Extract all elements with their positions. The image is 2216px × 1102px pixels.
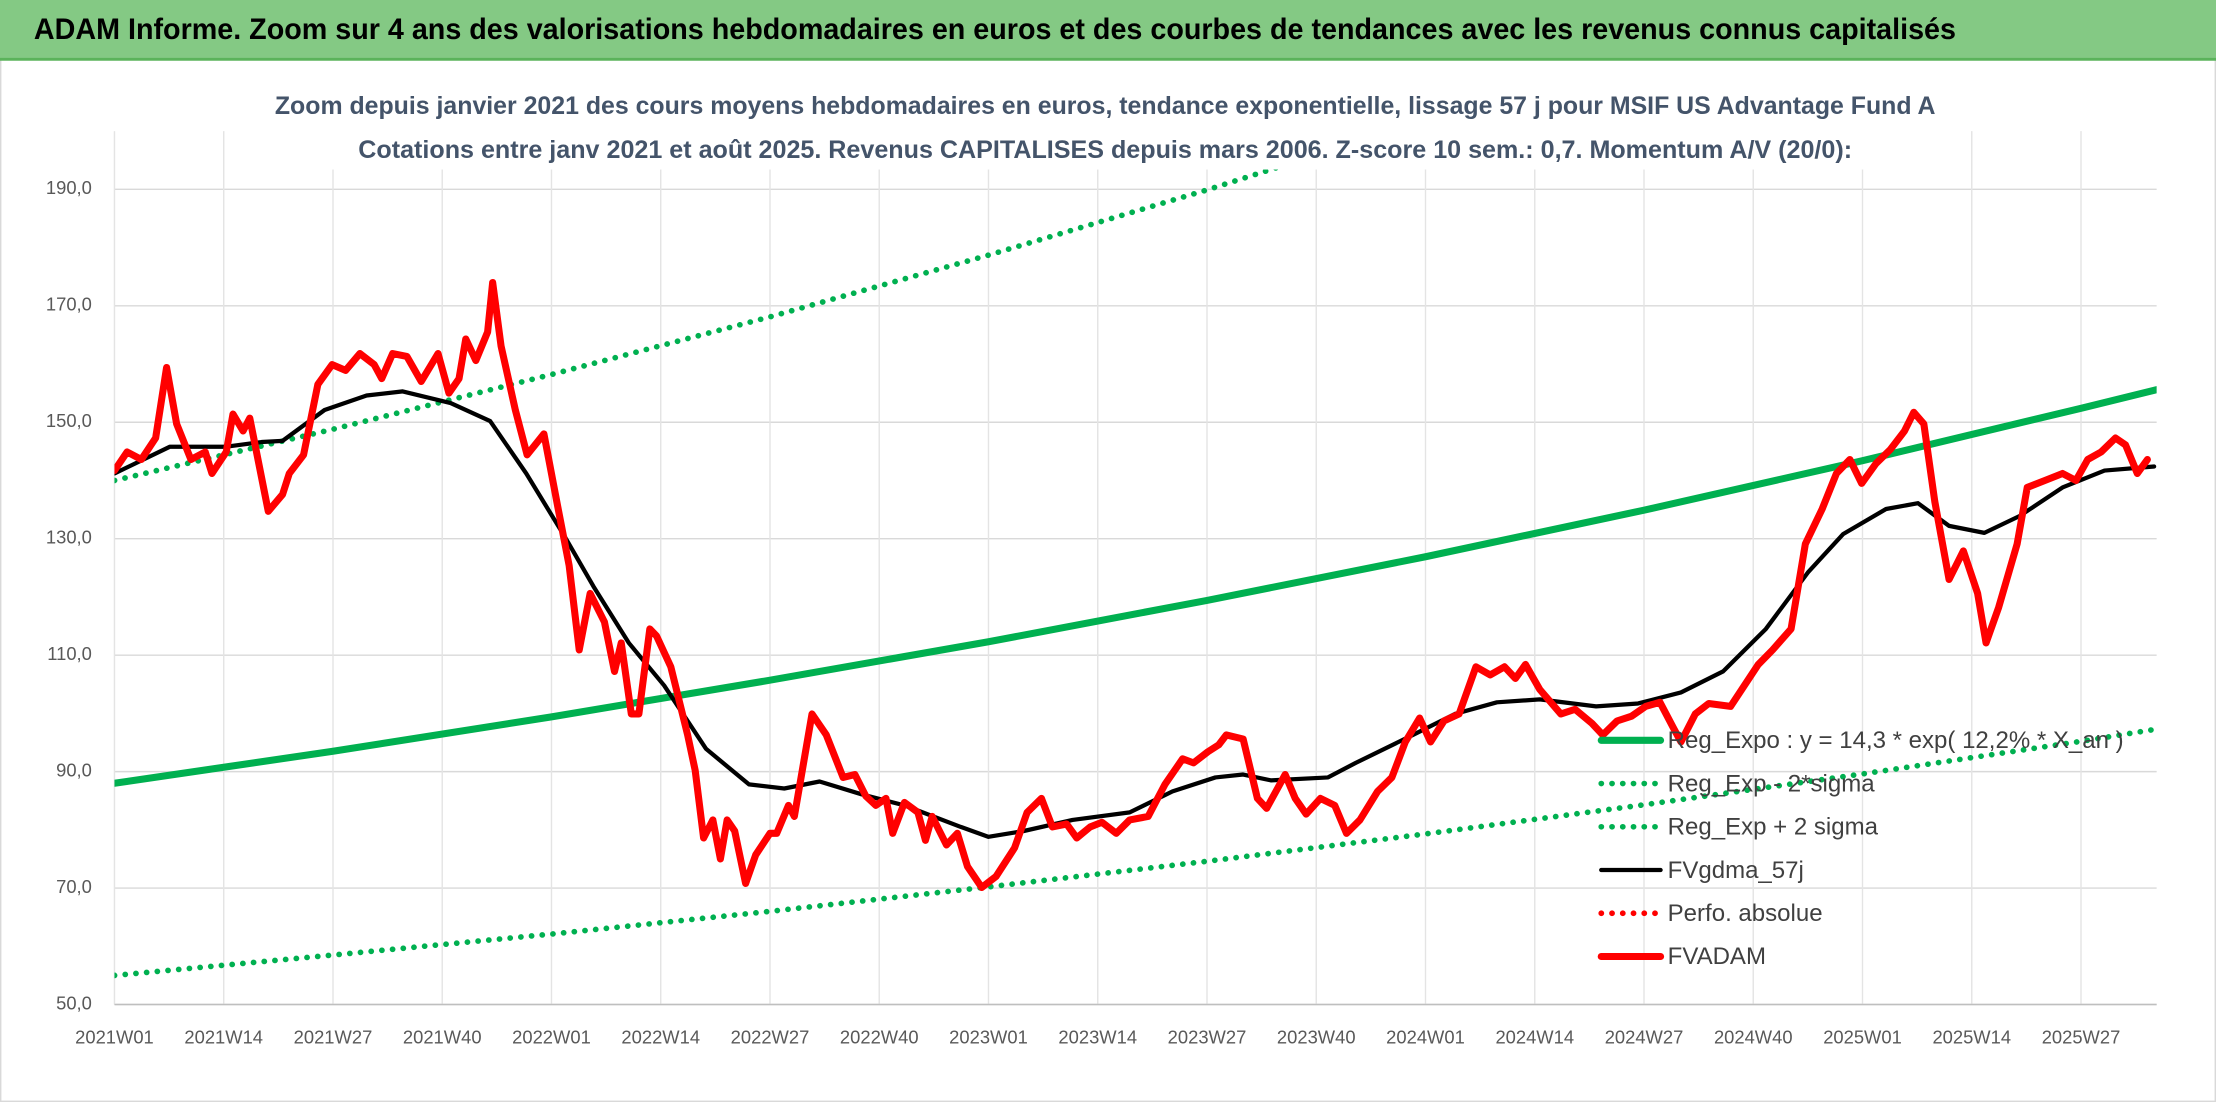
x-tick-label: 2021W27 [294,1026,373,1047]
x-tick-label: 2022W14 [621,1026,700,1047]
y-tick-label: 70,0 [56,876,92,897]
chart-title: Zoom depuis janvier 2021 des cours moyen… [275,92,1936,120]
x-tick-label: 2022W40 [840,1026,919,1047]
series-line [114,129,1404,484]
y-tick-label: 50,0 [56,992,92,1013]
x-tick-label: 2023W40 [1277,1026,1356,1047]
series-line [114,726,2157,979]
series-line [114,386,2157,787]
header-bar [0,0,2216,60]
x-tick-label: 2024W40 [1714,1026,1793,1047]
series-line [114,278,2151,892]
y-tick-label: 130,0 [46,527,92,548]
series-layer [114,129,2157,979]
x-tick-label: 2023W27 [1168,1026,1247,1047]
y-tick-label: 190,0 [46,177,92,198]
y-tick-label: 110,0 [47,643,92,664]
legend-label: Reg_Expo : y = 14,3 * exp( 12,2% * X_an … [1668,727,2124,754]
x-tick-label: 2022W27 [731,1026,810,1047]
header-title: ADAM Informe. Zoom sur 4 ans des valoris… [34,13,1956,46]
x-tick-label: 2024W27 [1605,1026,1684,1047]
x-tick-label: 2023W01 [949,1026,1028,1047]
legend-label: Reg_Exp + 2 sigma [1668,814,1879,841]
legend-label: Reg_Exp - 2*sigma [1668,770,1876,797]
y-tick-label: 170,0 [46,294,92,315]
y-tick-label: 150,0 [46,410,92,431]
legend-label: FVgdma_57j [1668,857,1804,884]
x-tick-label: 2023W14 [1058,1026,1137,1047]
x-tick-label: 2024W14 [1495,1026,1574,1047]
legend: Reg_Expo : y = 14,3 * exp( 12,2% * X_an … [1597,727,2124,970]
legend-label: Perfo. absolue [1668,900,1823,927]
x-tick-label: 2021W01 [75,1026,154,1047]
title-backdrop [254,81,1937,170]
y-tick-label: 90,0 [56,759,92,780]
x-tick-label: 2025W27 [2042,1026,2121,1047]
x-tick-label: 2021W40 [403,1026,482,1047]
x-tick-label: 2025W14 [1932,1026,2011,1047]
x-tick-label: 2024W01 [1386,1026,1465,1047]
x-tick-label: 2022W01 [512,1026,591,1047]
plot-area: 50,0 70,0 90,0 110,0 130,0 150,0 170,0 190,0 202… [46,129,2157,1047]
x-tick-label: 2021W14 [184,1026,263,1047]
chart-subtitle: Cotations entre janv 2021 et août 2025. … [358,136,1852,164]
x-tick-label: 2025W01 [1823,1026,1902,1047]
legend-label: FVADAM [1668,943,1766,970]
series-line [114,389,2157,839]
